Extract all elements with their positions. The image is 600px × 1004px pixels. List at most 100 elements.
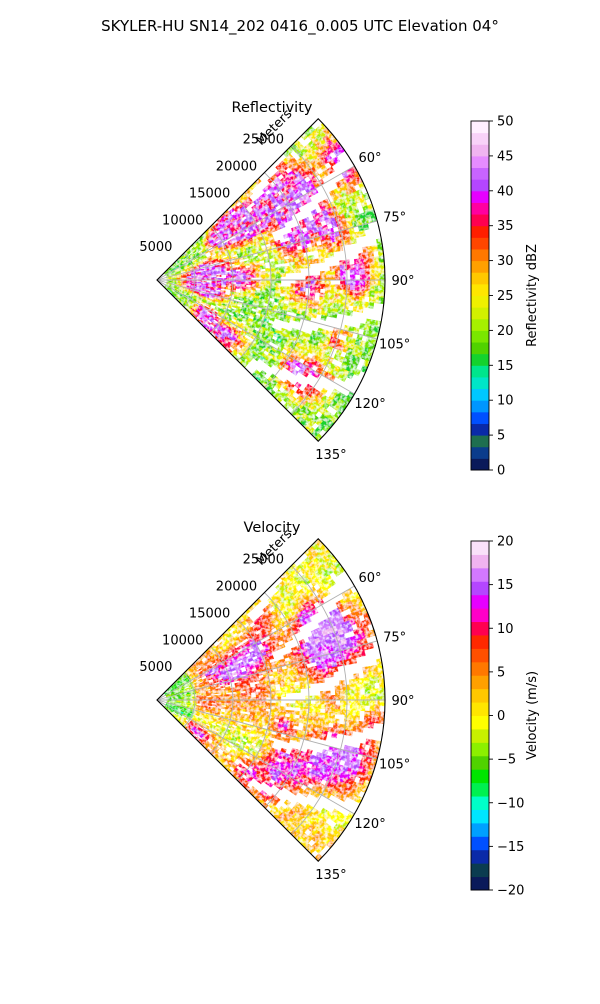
velocity-cell [345, 695, 350, 700]
reflectivity-range-tick-label: 10000 [162, 213, 203, 228]
velocity-colorbar-swatch [471, 756, 489, 770]
velocity-cell [246, 702, 251, 705]
velocity-cell [279, 644, 285, 649]
reflectivity-cell [221, 287, 226, 289]
reflectivity-cell [350, 275, 355, 280]
velocity-colorbar-swatch [471, 568, 489, 582]
velocity-cell [320, 704, 325, 709]
reflectivity-cell [285, 266, 290, 270]
velocity-cell [309, 675, 315, 680]
velocity-cell [271, 691, 276, 694]
reflectivity-cell [335, 285, 340, 290]
reflectivity-cell [300, 261, 305, 265]
reflectivity-cell [335, 275, 340, 280]
velocity-cell [295, 685, 300, 689]
velocity-colorbar-swatch [471, 554, 489, 568]
velocity-cell [332, 733, 338, 739]
velocity-cell [271, 694, 276, 697]
velocity-cell [305, 708, 310, 712]
reflectivity-cell [339, 299, 345, 304]
reflectivity-cell [370, 286, 375, 292]
velocity-cell [370, 683, 375, 689]
reflectivity-panel: Reflectivity500010000150002000025000Mete… [139, 100, 540, 479]
reflectivity-cell [216, 272, 221, 274]
velocity-cell [266, 706, 271, 709]
reflectivity-cell [359, 253, 365, 259]
velocity-cell [220, 712, 225, 715]
velocity-azimuth-tick-label: 90° [391, 694, 414, 709]
velocity-cell [324, 718, 329, 723]
velocity-panel: Velocity500010000150002000025000Meters60… [139, 520, 540, 899]
reflectivity-cell [349, 295, 354, 301]
reflectivity-cell [369, 297, 374, 303]
reflectivity-cell [286, 270, 291, 274]
reflectivity-cell [320, 284, 325, 289]
reflectivity-cell [211, 274, 216, 276]
reflectivity-cell [324, 298, 329, 303]
velocity-cell [315, 712, 320, 717]
reflectivity-colorbar-swatch [471, 342, 489, 354]
reflectivity-cell [251, 275, 256, 278]
velocity-cell [261, 691, 266, 694]
reflectivity-cell [236, 286, 241, 289]
reflectivity-cell [380, 280, 385, 286]
velocity-range-tick-label: 15000 [189, 606, 230, 621]
reflectivity-colorbar-swatch [471, 307, 489, 319]
reflectivity-cell [340, 290, 345, 295]
velocity-azimuth-tick-label: 105° [379, 758, 410, 773]
reflectivity-colorbar-swatch [471, 435, 489, 447]
velocity-cell [359, 678, 364, 684]
reflectivity-cell [350, 285, 355, 290]
reflectivity-cell [325, 271, 330, 276]
velocity-cell [290, 689, 295, 693]
reflectivity-cell [374, 291, 379, 297]
reflectivity-azimuth-tick-label: 105° [379, 338, 410, 353]
velocity-colorbar-tick-label: −10 [497, 796, 524, 811]
velocity-cell [286, 703, 291, 707]
reflectivity-cell [276, 283, 281, 286]
reflectivity-cell [368, 302, 374, 308]
velocity-cell [241, 709, 246, 712]
velocity-colorbar-tick-label: 20 [497, 535, 514, 550]
reflectivity-range-tick-label: 5000 [139, 240, 172, 255]
reflectivity-cell [365, 269, 370, 275]
velocity-cell [330, 705, 335, 710]
velocity-colorbar-swatch [471, 608, 489, 622]
velocity-cell [310, 704, 315, 708]
velocity-colorbar-swatch [471, 689, 489, 703]
reflectivity-cell [380, 268, 385, 274]
velocity-cell [211, 701, 216, 703]
velocity-cell [321, 735, 327, 741]
reflectivity-cell [359, 258, 364, 264]
velocity-cell [306, 704, 311, 708]
reflectivity-cell [330, 266, 335, 271]
velocity-cell [375, 706, 380, 712]
reflectivity-title: Reflectivity [232, 100, 313, 116]
velocity-cell [309, 679, 314, 684]
reflectivity-cell [350, 264, 355, 270]
reflectivity-cell [350, 280, 355, 285]
velocity-cell [365, 700, 370, 706]
reflectivity-cell [276, 270, 281, 274]
velocity-cell [290, 686, 295, 690]
velocity-cell [334, 719, 340, 724]
reflectivity-cell [315, 288, 320, 293]
velocity-cell [325, 691, 330, 696]
reflectivity-cell [370, 280, 375, 286]
reflectivity-cell [323, 253, 329, 258]
reflectivity-cell [229, 262, 234, 265]
reflectivity-cell [345, 265, 350, 270]
velocity-cell [300, 681, 305, 685]
reflectivity-cell [271, 271, 276, 274]
velocity-cell [281, 690, 286, 694]
velocity-cell [374, 677, 380, 683]
reflectivity-cell [290, 287, 295, 291]
velocity-cell [355, 705, 360, 710]
velocity-colorbar-swatch [471, 702, 489, 716]
reflectivity-cell [345, 285, 350, 290]
velocity-cell [316, 696, 321, 700]
reflectivity-colorbar-swatch [471, 412, 489, 424]
reflectivity-cell [321, 276, 326, 280]
reflectivity-cell [266, 271, 271, 274]
reflectivity-cell [330, 275, 335, 280]
